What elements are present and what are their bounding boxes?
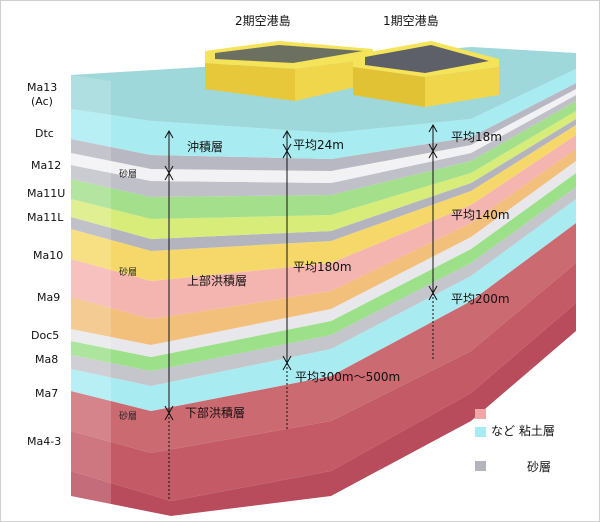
depth-avg-24: 平均24m bbox=[293, 138, 344, 152]
strata-label-ma7: Ma7 bbox=[35, 387, 58, 400]
strata-label-ma11l: Ma11L bbox=[27, 211, 64, 224]
layer-name-upper-diluvium: 上部洪積層 bbox=[187, 273, 247, 288]
depth-avg-300-500: 平均300m～500m bbox=[295, 370, 400, 384]
layer-ma10 bbox=[71, 135, 576, 319]
layer-doc5 bbox=[71, 161, 576, 357]
legend-swatch-clay-pink bbox=[475, 409, 486, 419]
layer-ma11l bbox=[71, 125, 576, 281]
island-2-front bbox=[205, 63, 295, 101]
island-2-label: 2期空港島 bbox=[235, 13, 291, 28]
layer-ma13 bbox=[71, 69, 576, 159]
legend-sand-label: 砂層 bbox=[527, 460, 551, 474]
strata-label-column: Ma13 (Ac) Dtc Ma12 Ma11U Ma11L Ma10 Ma9 … bbox=[27, 81, 65, 448]
layer-ma4-3-front bbox=[71, 263, 576, 501]
layer-ma7 bbox=[71, 199, 576, 411]
layer-ma8 bbox=[71, 173, 576, 371]
legend-swatch-clay-cyan bbox=[475, 427, 486, 437]
layer-sand-2 bbox=[71, 119, 576, 251]
legend-swatch-sand bbox=[475, 461, 486, 471]
layer-name-alluvium: 沖積層 bbox=[187, 139, 223, 154]
legend: など 粘土層 砂層 bbox=[475, 409, 555, 474]
legend-clay-label: など 粘土層 bbox=[491, 423, 555, 438]
strata-label-doc5: Doc5 bbox=[31, 329, 59, 342]
layer-ma12 bbox=[71, 101, 576, 219]
strata-label-ma13: Ma13 bbox=[27, 81, 57, 94]
layer-name-lower-diluvium: 下部洪積層 bbox=[185, 405, 245, 420]
strata-label-ma11u: Ma11U bbox=[27, 187, 65, 200]
strata-label-ac: (Ac) bbox=[31, 95, 53, 108]
strata-label-ma4-3: Ma4-3 bbox=[27, 435, 61, 448]
island-1-label: 1期空港島 bbox=[383, 13, 439, 28]
layer-sand-3 bbox=[71, 95, 576, 197]
layer-ma4-3-clay bbox=[71, 223, 576, 453]
island-2-deck bbox=[215, 45, 363, 63]
depth-avg-200: 平均200m bbox=[451, 292, 510, 306]
layer-ma11u bbox=[71, 111, 576, 239]
layer-sand-1 bbox=[71, 187, 576, 386]
depth-avg-18: 平均18m bbox=[451, 130, 502, 144]
layer-white bbox=[71, 89, 576, 183]
depth-lines bbox=[164, 123, 438, 501]
strata-label-ma12: Ma12 bbox=[31, 159, 61, 172]
sand-label-1: 砂層 bbox=[119, 168, 137, 180]
strata-label-ma10: Ma10 bbox=[33, 249, 63, 262]
island-1-front bbox=[353, 67, 425, 107]
depth-avg-140: 平均140m bbox=[451, 208, 510, 222]
layer-ma9 bbox=[71, 149, 576, 345]
island-1-side bbox=[425, 67, 499, 107]
island-1-deck bbox=[365, 45, 489, 73]
depth-avg-180: 平均180m bbox=[293, 260, 352, 274]
strata-label-ma9: Ma9 bbox=[37, 291, 60, 304]
left-face-shade bbox=[71, 75, 111, 506]
strata-label-ma8: Ma8 bbox=[35, 353, 58, 366]
layer-dtc bbox=[71, 83, 576, 171]
sand-label-2: 砂層 bbox=[119, 266, 137, 278]
sand-label-3: 砂層 bbox=[119, 410, 137, 422]
strata-label-dtc: Dtc bbox=[35, 127, 54, 140]
